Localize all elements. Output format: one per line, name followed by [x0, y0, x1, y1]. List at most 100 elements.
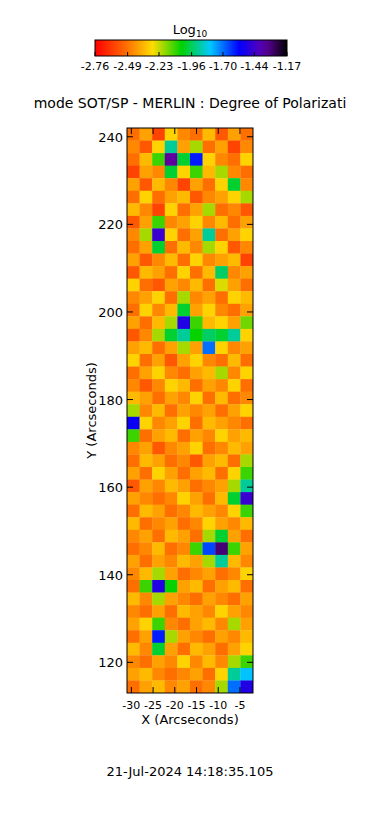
cell: [152, 216, 165, 229]
cell: [228, 304, 241, 317]
cell: [127, 480, 140, 493]
cell: [165, 241, 178, 254]
y-tick: [127, 399, 133, 400]
cell: [127, 128, 140, 141]
cell: [240, 216, 253, 229]
cell: [152, 228, 165, 241]
cell: [240, 467, 253, 480]
cell: [140, 178, 153, 191]
cell: [190, 442, 203, 455]
cell: [203, 203, 216, 216]
cell: [240, 505, 253, 518]
cell: [228, 153, 241, 166]
cell: [228, 291, 241, 304]
cell: [203, 555, 216, 568]
cell: [177, 128, 190, 141]
cell: [190, 254, 203, 267]
cell: [228, 680, 241, 693]
cell: [177, 304, 190, 317]
cell: [127, 379, 140, 392]
y-tick-label: 160: [98, 480, 123, 495]
cell: [203, 580, 216, 593]
cell: [165, 291, 178, 304]
y-tick: [247, 311, 253, 312]
cell: [240, 655, 253, 668]
cell: [190, 530, 203, 543]
y-tick: [127, 136, 133, 137]
cell: [152, 379, 165, 392]
colorbar-tick: [287, 52, 288, 56]
cell: [140, 467, 153, 480]
cell: [165, 605, 178, 618]
cell: [228, 467, 241, 480]
cell: [190, 580, 203, 593]
cell: [215, 304, 228, 317]
cell: [127, 266, 140, 279]
cell: [140, 517, 153, 530]
cell: [127, 166, 140, 179]
cell: [165, 379, 178, 392]
cell: [140, 643, 153, 656]
cell: [177, 429, 190, 442]
chart: Log10-2.76-2.49-2.23-1.96-1.70-1.44-1.17…: [0, 0, 380, 816]
cell: [165, 530, 178, 543]
colorbar-tick: [191, 52, 192, 56]
cell: [190, 680, 203, 693]
cell: [215, 517, 228, 530]
cell: [190, 655, 203, 668]
cell: [190, 630, 203, 643]
cell: [240, 367, 253, 380]
cell: [240, 605, 253, 618]
x-tick: [218, 128, 219, 134]
cell: [203, 329, 216, 342]
cell: [127, 417, 140, 430]
cell: [228, 316, 241, 329]
cell: [127, 542, 140, 555]
cell: [190, 354, 203, 367]
cell: [228, 643, 241, 656]
cell: [127, 643, 140, 656]
cell: [177, 593, 190, 606]
cell: [190, 429, 203, 442]
cell: [140, 216, 153, 229]
cell: [203, 429, 216, 442]
cell: [190, 467, 203, 480]
cell: [228, 417, 241, 430]
cell: [127, 555, 140, 568]
cell: [240, 203, 253, 216]
cell: [203, 392, 216, 405]
cell: [165, 429, 178, 442]
cell: [127, 279, 140, 292]
cell: [165, 354, 178, 367]
cell: [228, 517, 241, 530]
cell: [165, 178, 178, 191]
cell: [140, 530, 153, 543]
cell: [177, 166, 190, 179]
cell: [190, 668, 203, 681]
cell: [228, 367, 241, 380]
cell: [152, 141, 165, 154]
cell: [228, 429, 241, 442]
cell: [140, 505, 153, 518]
cell: [215, 279, 228, 292]
cell: [127, 316, 140, 329]
cell: [127, 153, 140, 166]
plot-frame: [127, 128, 253, 693]
cell: [152, 279, 165, 292]
cell: [240, 580, 253, 593]
cell: [177, 241, 190, 254]
cell: [140, 128, 153, 141]
cell: [228, 442, 241, 455]
cell: [190, 316, 203, 329]
x-tick: [153, 687, 154, 693]
x-tick: [196, 128, 197, 134]
cell: [215, 178, 228, 191]
cell: [190, 542, 203, 555]
y-tick: [127, 487, 133, 488]
y-tick-label: 220: [98, 217, 123, 232]
cell: [127, 429, 140, 442]
x-tick: [131, 128, 132, 134]
cell: [152, 341, 165, 354]
cell: [127, 668, 140, 681]
cell: [240, 316, 253, 329]
